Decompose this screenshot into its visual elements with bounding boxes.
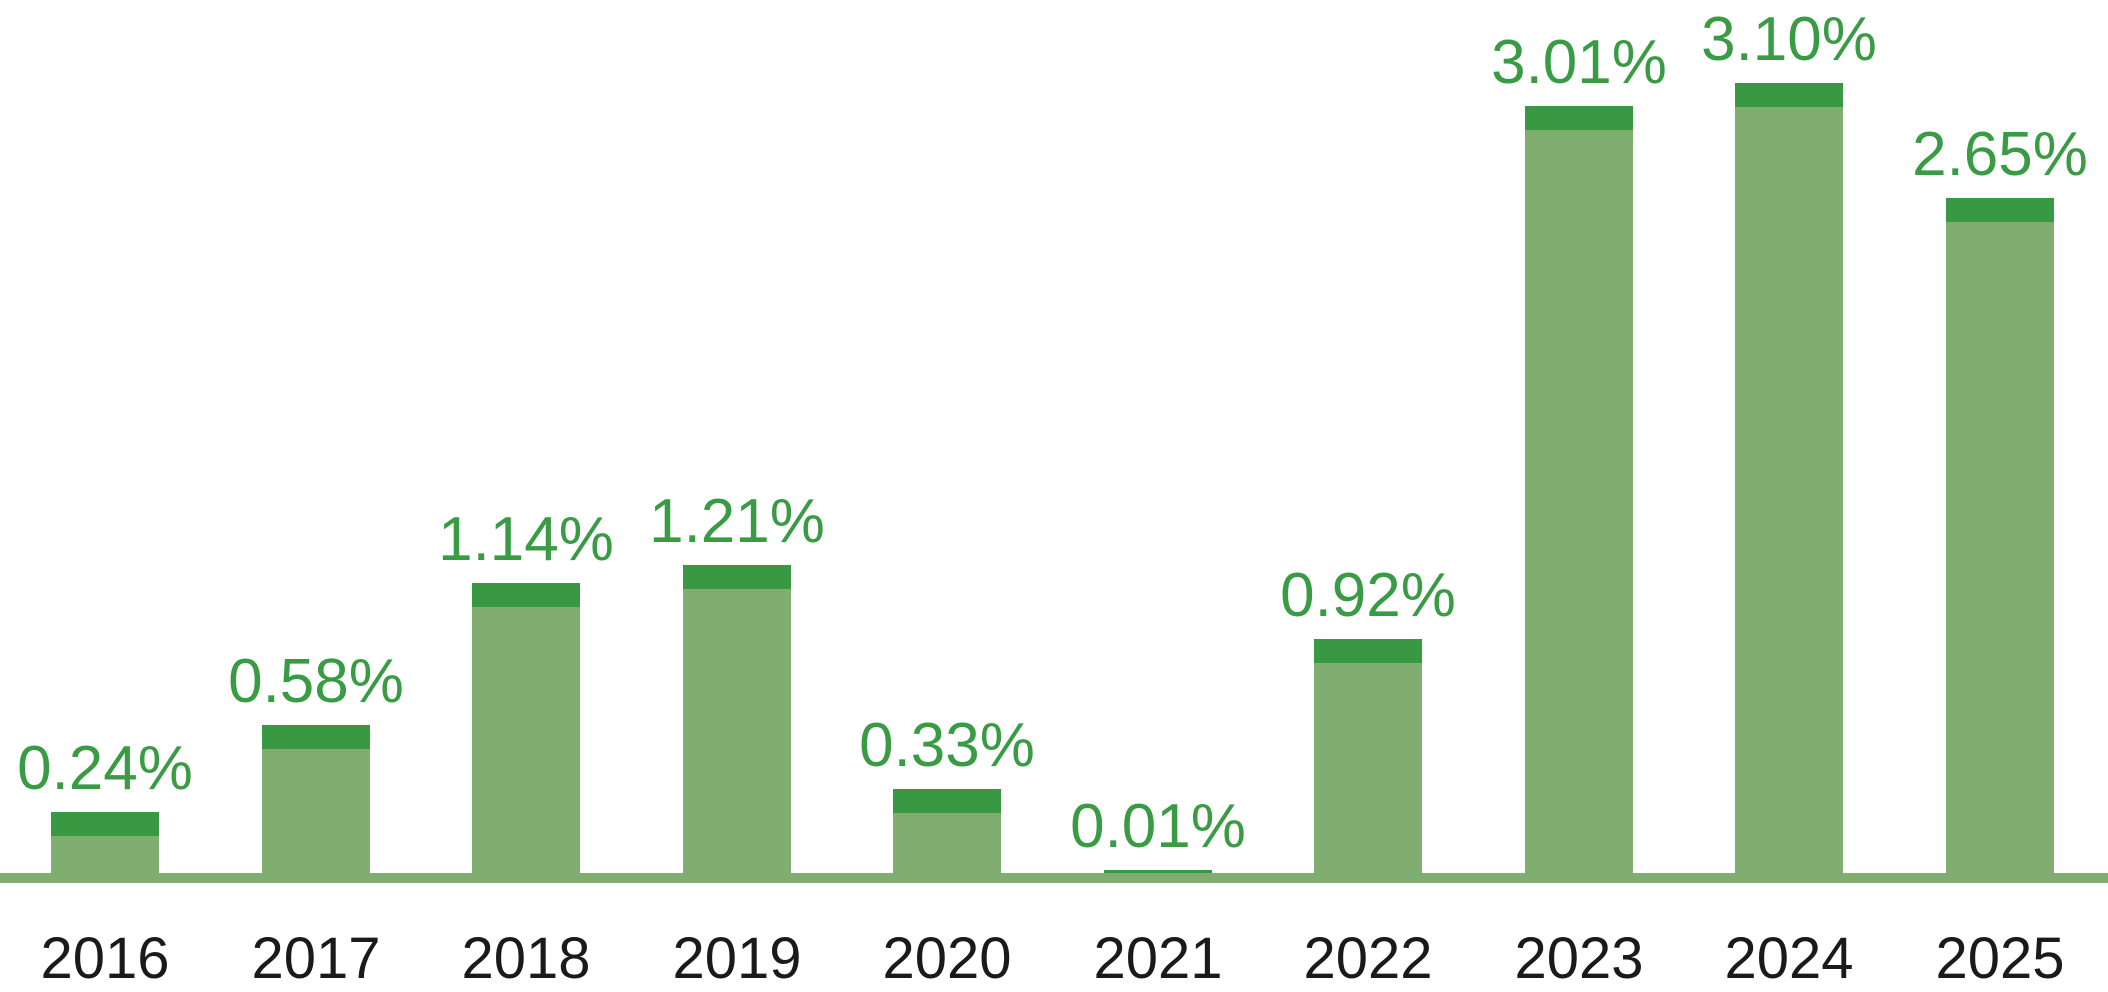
x-tick-label-2020: 2020 [882, 926, 1012, 991]
bar-2021 [1104, 870, 1212, 883]
x-tick-label-2025: 2025 [1935, 926, 2065, 991]
value-label-2020: 0.33% [859, 711, 1035, 780]
bar-2019 [683, 565, 791, 883]
value-label-2018: 1.14% [438, 505, 614, 574]
x-tick-label-2016: 2016 [40, 926, 170, 991]
x-tick-label-2024: 2024 [1724, 926, 1854, 991]
value-label-2021: 0.01% [1070, 792, 1246, 861]
bar-2022 [1314, 639, 1422, 883]
value-label-2023: 3.01% [1491, 28, 1667, 97]
bar-2018 [472, 583, 580, 883]
bar-cap-2021 [1104, 870, 1212, 873]
x-tick-label-2021: 2021 [1093, 926, 1223, 991]
bar-cap-2020 [893, 789, 1001, 813]
x-tick-label-2023: 2023 [1514, 926, 1644, 991]
bar-2017 [262, 725, 370, 883]
x-tick-label-2022: 2022 [1303, 926, 1433, 991]
bar-cap-2022 [1314, 639, 1422, 663]
value-label-2024: 3.10% [1701, 5, 1877, 74]
bar-cap-2018 [472, 583, 580, 607]
value-label-2017: 0.58% [228, 647, 404, 716]
value-label-2019: 1.21% [649, 487, 825, 556]
value-label-2022: 0.92% [1280, 561, 1456, 630]
value-label-2016: 0.24% [17, 734, 193, 803]
x-tick-label-2018: 2018 [461, 926, 591, 991]
bar-2024 [1735, 83, 1843, 883]
bar-2020 [893, 789, 1001, 883]
bar-cap-2023 [1525, 106, 1633, 130]
value-label-2025: 2.65% [1912, 120, 2088, 189]
bar-cap-2016 [51, 812, 159, 836]
x-axis-baseline [0, 873, 2108, 883]
x-tick-label-2017: 2017 [251, 926, 381, 991]
x-tick-label-2019: 2019 [672, 926, 802, 991]
bar-cap-2019 [683, 565, 791, 589]
bar-cap-2025 [1946, 198, 2054, 222]
bar-2016 [51, 812, 159, 883]
bar-cap-2024 [1735, 83, 1843, 107]
bar-2023 [1525, 106, 1633, 883]
bar-cap-2017 [262, 725, 370, 749]
bar-2025 [1946, 198, 2054, 883]
